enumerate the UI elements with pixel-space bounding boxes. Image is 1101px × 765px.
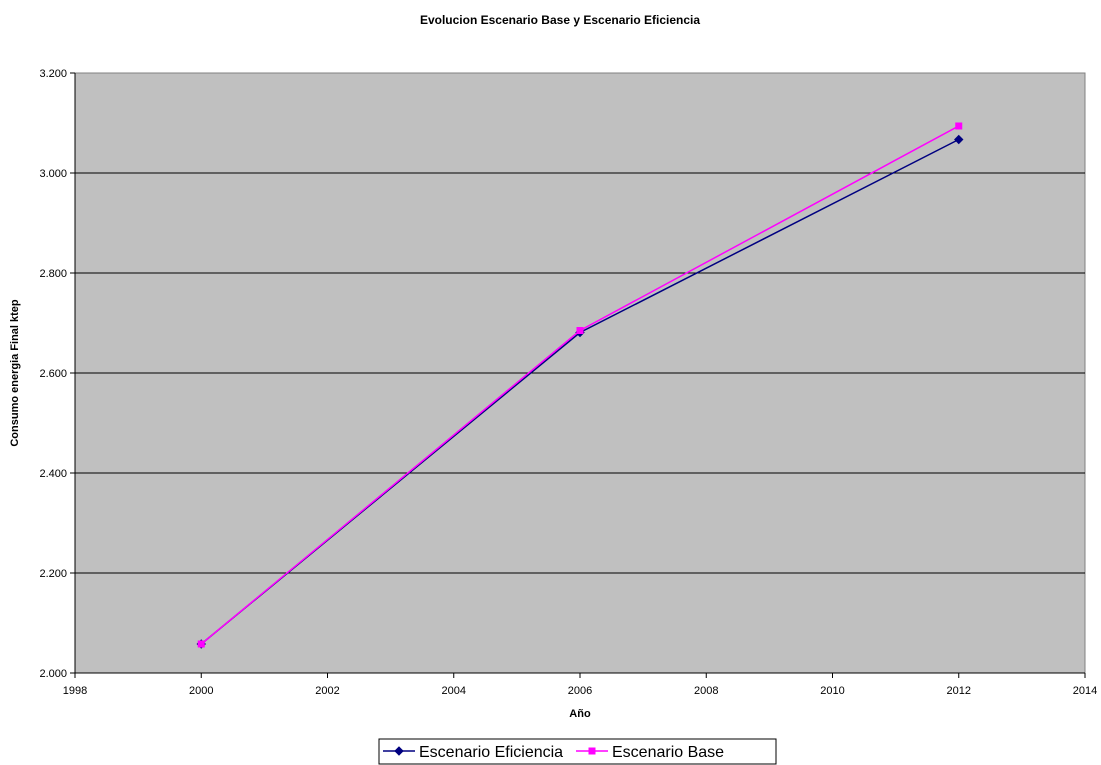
x-tick-label: 2002 — [315, 685, 339, 697]
legend-label: Escenario Base — [612, 744, 724, 761]
y-tick-label: 2.800 — [39, 268, 67, 280]
y-tick-label: 3.000 — [39, 168, 67, 180]
chart-title: Evolucion Escenario Base y Escenario Efi… — [420, 13, 700, 27]
series-group — [196, 122, 964, 649]
y-tick-label: 2.000 — [39, 668, 67, 680]
grid-lines — [75, 172, 1085, 574]
y-tick-label: 2.400 — [39, 468, 67, 480]
x-tick-label: 2008 — [694, 685, 718, 697]
x-tick-label: 2014 — [1073, 685, 1097, 697]
data-point — [954, 134, 964, 145]
y-tick-label: 2.200 — [39, 568, 67, 580]
y-axis-label: Consumo energia Final ktep — [9, 299, 21, 447]
x-tick-label: 2012 — [947, 685, 971, 697]
data-point — [955, 122, 963, 130]
y-axis-ticks: 2.000 2.200 2.400 2.600 2.800 3.000 3.200 — [39, 68, 75, 680]
x-tick-label: 1998 — [63, 685, 87, 697]
y-tick-label: 3.200 — [39, 68, 67, 80]
y-tick-label: 2.600 — [39, 368, 67, 380]
x-tick-label: 2004 — [442, 685, 466, 697]
legend-marker — [588, 747, 596, 755]
legend-marker — [394, 746, 404, 756]
data-point — [576, 327, 584, 334]
legend: Escenario Eficiencia Escenario Base — [378, 738, 777, 765]
legend-items: Escenario Eficiencia Escenario Base — [383, 744, 724, 761]
legend-label: Escenario Eficiencia — [419, 744, 563, 761]
x-tick-label: 2010 — [820, 685, 844, 697]
x-axis-label: Año — [569, 708, 591, 720]
x-tick-label: 2006 — [568, 685, 592, 697]
data-point — [197, 640, 205, 648]
x-axis-ticks: 1998 2000 2002 2004 2006 2008 2010 2012 2014 — [63, 673, 1097, 697]
x-tick-label: 2000 — [189, 685, 213, 697]
